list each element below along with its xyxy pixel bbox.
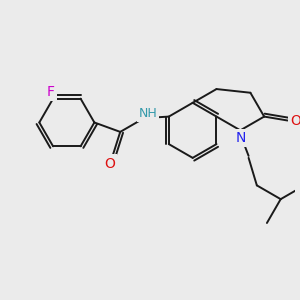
Text: NH: NH — [139, 107, 158, 120]
Text: O: O — [290, 113, 300, 128]
Text: F: F — [47, 85, 55, 99]
Text: O: O — [104, 157, 115, 170]
Text: N: N — [235, 131, 245, 145]
